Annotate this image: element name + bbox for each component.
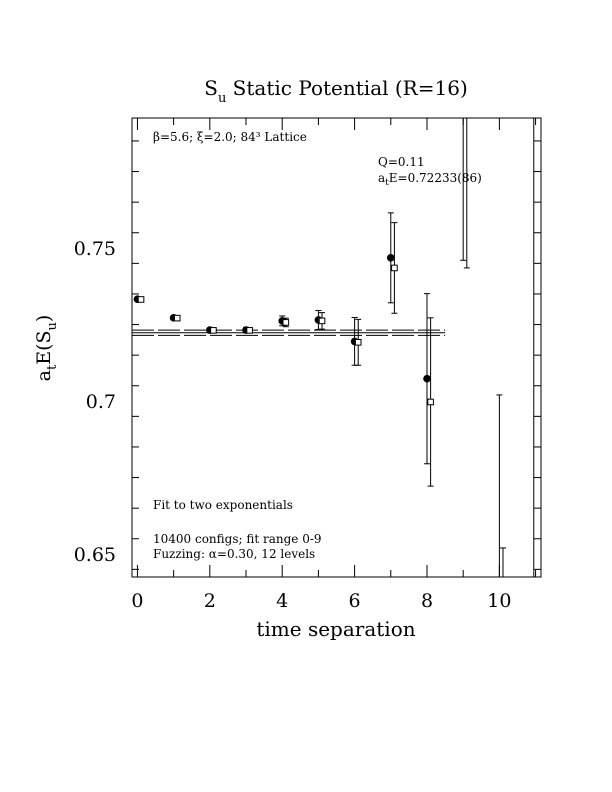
q-value-annotation: Q=0.11 xyxy=(378,155,425,169)
x-tick-label: 4 xyxy=(276,590,288,612)
data-point-square xyxy=(137,296,145,303)
data-point-square xyxy=(391,264,398,272)
energy-annotation: atE=0.72233(86) xyxy=(378,171,482,188)
x-tick-label: 2 xyxy=(204,590,216,612)
axis-ticks: 0 2 4 6 8 10 0.65 0.7 0.75 xyxy=(74,118,541,612)
x-tick-label: 10 xyxy=(487,590,511,612)
x-axis-label: time separation xyxy=(256,617,415,641)
data-point-square xyxy=(173,314,181,322)
data-point-square xyxy=(427,398,434,406)
x-tick-label: 8 xyxy=(421,590,433,612)
configs-annotation: 10400 configs; fit range 0-9 xyxy=(153,532,322,546)
data-point-circle xyxy=(386,254,395,262)
data-point-square xyxy=(210,327,217,334)
chart-title: Su Static Potential (R=16) xyxy=(204,76,468,106)
plot-frame xyxy=(131,117,542,578)
data-point-square xyxy=(246,327,253,334)
y-tick-label: 0.65 xyxy=(74,544,116,566)
y-tick-label: 0.7 xyxy=(86,391,116,413)
lattice-annotation: β=5.6; ξ=2.0; 84³ Lattice xyxy=(153,130,307,144)
fit-note-annotation: Fit to two exponentials xyxy=(153,498,293,512)
data-point-square xyxy=(354,338,362,346)
x-tick-label: 0 xyxy=(131,590,143,612)
fit-band xyxy=(132,329,446,336)
data-point-square xyxy=(318,317,326,325)
data-point-circle xyxy=(423,374,431,383)
data-point-square xyxy=(282,319,290,326)
x-tick-label: 6 xyxy=(349,590,361,612)
fuzzing-annotation: Fuzzing: α=0.30, 12 levels xyxy=(153,547,315,561)
y-tick-label: 0.75 xyxy=(74,238,116,260)
y-axis-label: atE(Su) xyxy=(33,315,60,382)
data-points xyxy=(133,118,535,577)
